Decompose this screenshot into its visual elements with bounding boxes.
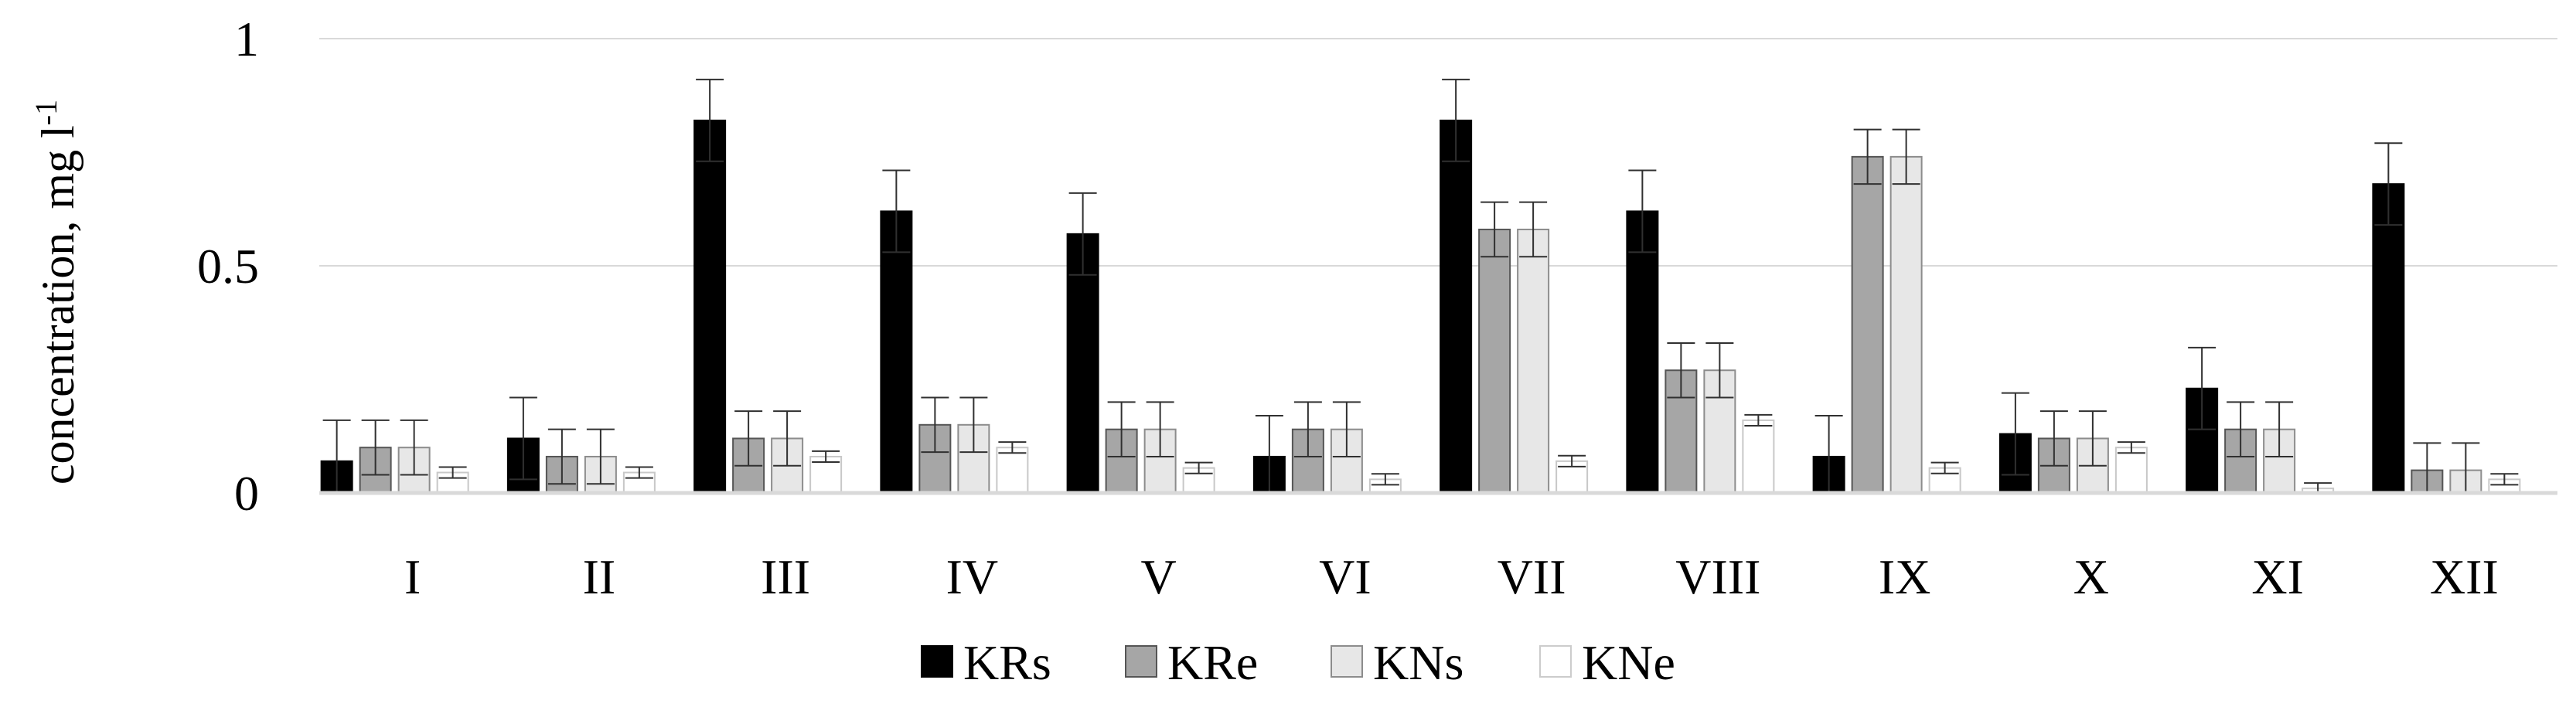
error-bar-KNs-IV [959,396,988,454]
error-bar-KRs-II [509,396,537,481]
bars [320,78,2521,495]
error-bar-KRe-VIII [1667,342,1695,399]
y-tick-label-1: 0.5 [197,239,259,294]
bar-KRs-VII [1440,119,1473,494]
error-bar-KNs-III [773,410,802,467]
x-tick-label-XII: XII [2430,549,2499,604]
error-bar-KNs-I [400,419,428,476]
y-tick-label-0: 0 [234,466,259,521]
legend-swatch-KNe [1539,645,1572,678]
error-bar-KRs-VIII [1628,169,1657,253]
x-tick-label-II: II [583,549,616,604]
error-bar-KRe-VII [1481,201,1509,258]
bar-KNs-VII [1517,228,1550,494]
x-tick-label-IX: IX [1879,549,1931,604]
y-tick-label-2: 1 [234,12,259,66]
error-bar-KRe-I [361,419,390,476]
axes: 00.51I II III IV V VI VII VIII IX X XI XII [197,12,2557,604]
legend-label-KRe: KRe [1167,635,1258,690]
bar-KNe-VIII [1742,419,1775,494]
error-bar-KNe-IV [998,441,1027,454]
legend-label-KNe: KNe [1582,635,1675,690]
x-tick-label-VIII: VIII [1675,549,1760,604]
error-bar-KRe-IX [1853,128,1882,185]
legend-item-KRs: KRs [921,635,1051,690]
error-bar-KNs-VII [1519,201,1548,258]
error-bar-KRs-V [1068,192,1097,276]
error-bar-KNs-V [1146,401,1174,457]
bar-KNe-IV [996,447,1029,495]
error-bar-KNs-VI [1332,401,1361,457]
gridlines [319,38,2557,267]
error-bar-KNe-I [438,466,467,479]
x-tick-label-VII: VII [1498,549,1566,604]
bar-KRs-IV [880,210,913,494]
error-bar-KNs-XI [2265,401,2294,457]
bar-KRs-XII [2372,183,2405,494]
bar-KRe-VII [1478,228,1511,494]
bar-KNs-IX [1889,155,1923,494]
error-bar-KRe-X [2039,410,2068,467]
error-bar-KRs-XII [2374,142,2403,226]
bar-KRs-III [693,119,727,494]
x-tick-label-IV: IV [946,549,999,604]
error-bar-KNe-X [2117,441,2145,454]
y-axis-title-superscript: -1 [29,100,63,125]
error-bar-KNs-IX [1892,128,1920,185]
error-bar-KNs-X [2078,410,2107,467]
error-bar-KNs-VIII [1705,342,1734,399]
error-bar-KNe-V [1184,461,1213,474]
error-bar-KRe-III [734,410,763,467]
legend-item-KRe: KRe [1125,635,1258,690]
error-bar-KNs-II [586,428,615,485]
error-bar-KNe-VII [1558,454,1586,467]
bar-KNe-X [2114,447,2148,495]
error-bar-KRe-XI [2227,401,2255,457]
x-tick-label-I: I [404,549,421,604]
y-axis-title-main: concentration, mg l [32,125,83,484]
error-bar-KRs-X [2001,392,2029,476]
error-bar-KRs-XI [2188,346,2217,430]
error-bar-KRe-VI [1293,401,1322,457]
error-bar-KRs-VII [1442,78,1470,162]
legend-swatch-KRs [921,645,953,678]
legend-item-KNe: KNe [1539,635,1675,690]
bar-KRs-V [1066,233,1099,494]
error-bar-KNe-IX [1930,461,1959,474]
error-bar-KRe-V [1107,401,1136,457]
legend: KRs KRe KNs KNe [921,635,1675,690]
x-tick-label-X: X [2073,549,2109,604]
legend-item-KNs: KNs [1331,635,1463,690]
x-tick-label-XI: XI [2251,549,2304,604]
error-bar-KNe-VIII [1744,413,1773,427]
error-bar-KRe-IV [921,396,949,454]
x-tick-label-III: III [761,549,810,604]
legend-label-KRs: KRs [963,635,1051,690]
error-bar-KNe-VI [1371,473,1399,486]
error-bar-KRs-IV [882,169,911,253]
x-tick-label-V: V [1141,549,1177,604]
error-bar-KRs-III [696,78,724,162]
error-bar-KRe-II [547,428,576,485]
legend-swatch-KRe [1125,645,1157,678]
error-bar-KNe-III [812,450,840,464]
bar-KRe-IX [1851,155,1884,494]
error-bar-KNe-XII [2490,473,2519,486]
bar-KRs-VIII [1626,210,1659,494]
x-tick-label-VI: VI [1319,549,1371,604]
legend-swatch-KNs [1331,645,1363,678]
legend-label-KNs: KNs [1373,635,1463,690]
error-bar-KNe-II [625,466,653,479]
y-axis-title: concentration, mg l-1 [29,100,83,484]
